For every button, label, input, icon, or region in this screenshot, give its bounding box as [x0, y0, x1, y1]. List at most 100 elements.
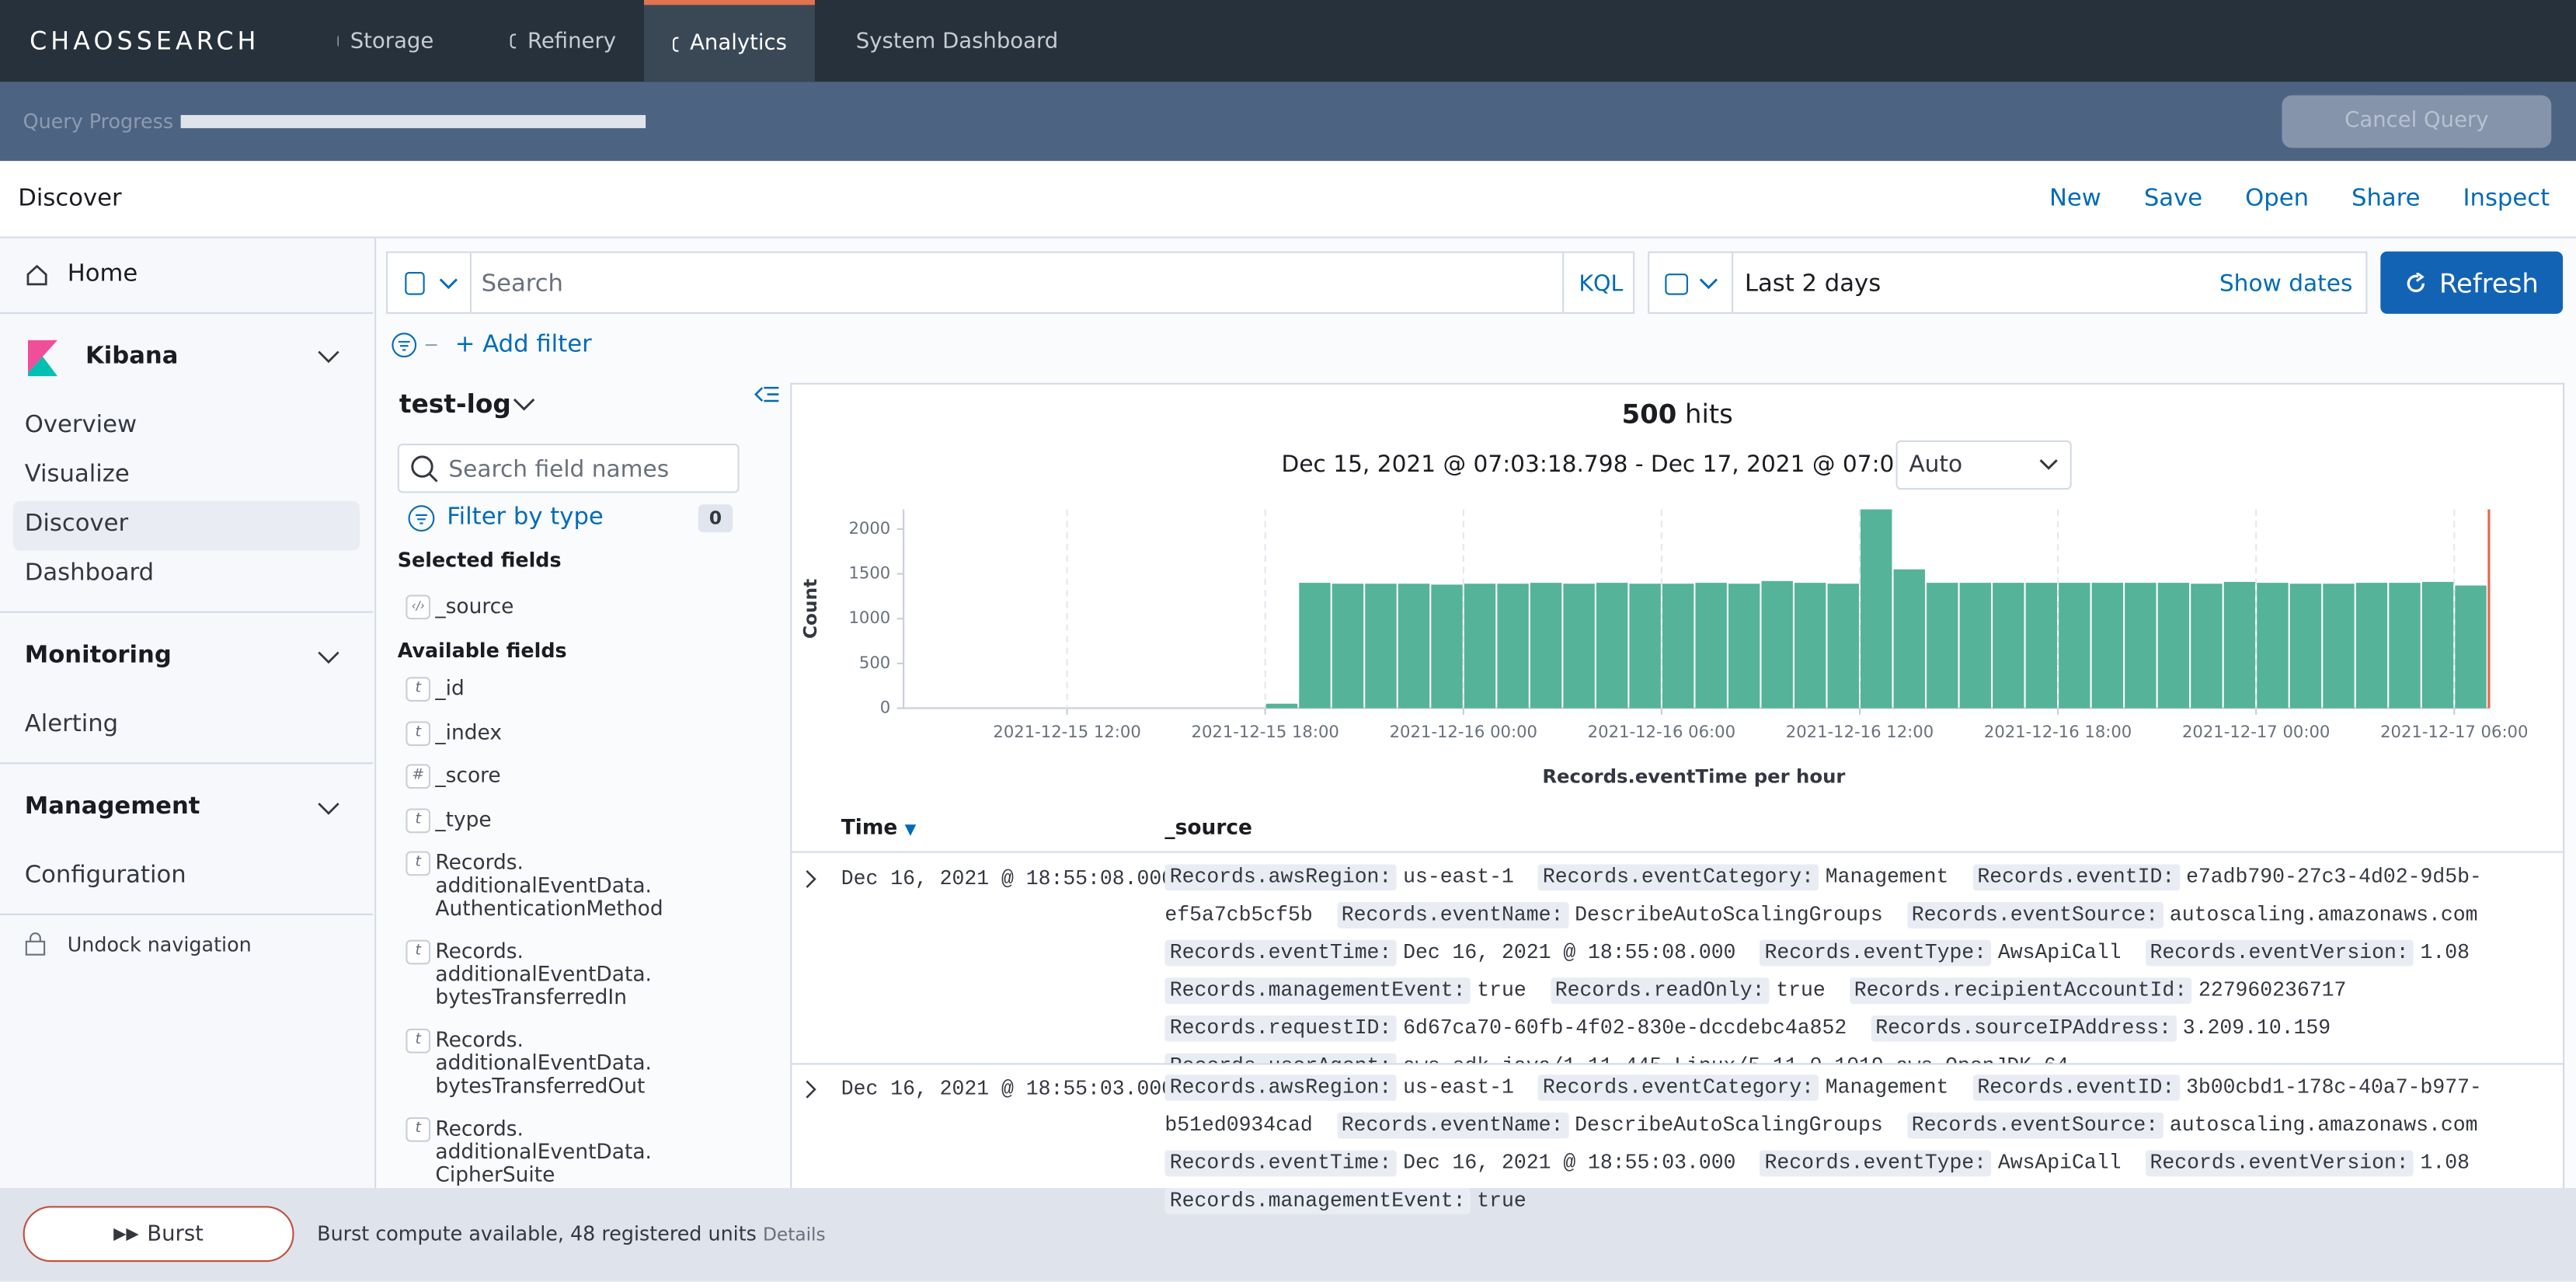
saved-query-icon[interactable]: [404, 271, 460, 298]
nav-tab[interactable]: System Dashboard: [816, 0, 1076, 82]
filter-type-icon: [408, 505, 435, 532]
field-name[interactable]: Records.: [435, 938, 524, 963]
row-source: Records.awsRegion: us-east-1 Records.even…: [1164, 859, 2553, 1064]
filter-icon[interactable]: [391, 332, 440, 358]
field-name[interactable]: Records.: [435, 849, 524, 875]
field-type-icon: t: [406, 720, 431, 746]
nav-link[interactable]: Dashboard: [24, 560, 155, 587]
burst-button[interactable]: ▶▶ Burst: [23, 1206, 294, 1263]
show-dates[interactable]: Show dates: [2219, 270, 2353, 298]
nav-management[interactable]: Management: [24, 793, 200, 820]
field-type-icon: t: [406, 1117, 431, 1142]
nav-kibana[interactable]: Kibana: [85, 343, 179, 370]
field-name[interactable]: additionalEventData.: [435, 872, 652, 897]
home-icon: [26, 264, 47, 286]
index-pattern[interactable]: test-log: [399, 389, 511, 420]
selected-fields-title: Selected fields: [397, 549, 562, 572]
header-action[interactable]: Share: [2351, 185, 2421, 212]
field-value: 1.08: [2420, 1151, 2470, 1176]
nav-tab-label: Analytics: [690, 31, 787, 56]
nav-undock[interactable]: Undock navigation: [67, 933, 252, 956]
field-key: Records.eventType:: [1760, 1150, 1992, 1177]
field-value: Management: [1825, 866, 1949, 890]
header-actions: New Save Open Share Inspect: [2049, 161, 2550, 236]
chevron: [318, 350, 339, 364]
nav-link[interactable]: Overview: [24, 412, 138, 439]
nav-link[interactable]: Configuration: [24, 862, 186, 890]
header-action[interactable]: Save: [2143, 185, 2203, 212]
field-type-icon: ‹/›: [406, 594, 431, 620]
nav-tab-label: System Dashboard: [855, 29, 1059, 54]
search-input[interactable]: Search: [481, 270, 564, 298]
header-action[interactable]: Open: [2245, 185, 2310, 212]
bar: [1265, 703, 1298, 709]
search-bar: Search KQL: [385, 251, 1635, 314]
field-name[interactable]: additionalEventData.: [435, 961, 652, 986]
field-name[interactable]: Records.: [435, 1115, 524, 1141]
nav-tab[interactable]: Storage: [309, 0, 462, 82]
filter-count: 0: [698, 504, 733, 533]
column-time[interactable]: Time ▼: [841, 813, 917, 839]
field-value: autoscaling.amazonaws.com: [2169, 1113, 2478, 1137]
brand[interactable]: CHAOSSEARCH: [30, 26, 260, 56]
field-search[interactable]: Search field names: [397, 443, 740, 493]
x-axis-label: Records.eventTime per hour: [1542, 765, 1845, 787]
field-type-icon: t: [406, 851, 431, 876]
refresh-button[interactable]: Refresh: [2380, 251, 2564, 314]
field-name[interactable]: _index: [435, 719, 502, 744]
field-key: Records.userAgent:: [1164, 1053, 1397, 1064]
nav-link[interactable]: Discover: [24, 510, 129, 538]
field-name[interactable]: AuthenticationMethod: [435, 895, 663, 921]
field-key: Records.eventSource:: [1906, 1112, 2163, 1139]
field-name[interactable]: additionalEventData.: [435, 1050, 652, 1075]
field-name[interactable]: _id: [435, 675, 465, 700]
field-value: e7adb790-27c3-4d02-9d5b-ef5a7cb5cf5b: [1164, 866, 2482, 927]
chevron: [318, 651, 339, 664]
bar: [2355, 583, 2388, 709]
field-key: Records.eventCategory:: [1537, 864, 1819, 891]
field-name[interactable]: _source: [435, 593, 514, 618]
field-name[interactable]: bytesTransferredIn: [435, 984, 627, 1009]
available-fields-title: Available fields: [397, 639, 567, 663]
kql-toggle[interactable]: KQL: [1579, 270, 1624, 298]
interval-select[interactable]: Auto: [1895, 440, 2072, 490]
calendar-icon[interactable]: [1664, 271, 1720, 298]
x-tick-label: 2021-12-15 18:00: [1192, 722, 1339, 741]
bar: [1794, 583, 1826, 709]
header-action[interactable]: Inspect: [2463, 185, 2550, 212]
field-value: 6d67ca70-60fb-4f02-830e-dccdebc4a852: [1403, 1017, 1847, 1040]
nav-monitoring[interactable]: Monitoring: [24, 642, 172, 669]
nav-link[interactable]: Alerting: [24, 711, 119, 738]
y-tick-label: 1000: [848, 608, 890, 627]
field-key: Records.eventSource:: [1906, 902, 2163, 928]
nav-tab[interactable]: Analytics: [644, 0, 815, 82]
field-key: Records.awsRegion:: [1164, 1075, 1397, 1101]
result-row[interactable]: Dec 16, 2021 @ 18:55:03.000 Records.awsRe…: [790, 1063, 2563, 1281]
x-tick-label: 2021-12-16 18:00: [1984, 722, 2132, 741]
header-action[interactable]: New: [2049, 185, 2101, 212]
add-filter[interactable]: + Add filter: [454, 332, 592, 359]
time-range[interactable]: Last 2 days: [1744, 270, 1882, 298]
field-value: us-east-1: [1403, 1076, 1514, 1099]
field-name[interactable]: bytesTransferredOut: [435, 1072, 646, 1098]
bar: [1332, 584, 1364, 709]
bar: [2323, 584, 2355, 709]
field-name[interactable]: Records.: [435, 1026, 524, 1052]
x-tick-label: 2021-12-16 00:00: [1390, 722, 1537, 741]
nav-home[interactable]: Home: [67, 261, 138, 288]
details-link[interactable]: Details: [762, 1224, 826, 1246]
nav-tab[interactable]: Refinery: [482, 0, 644, 82]
field-name[interactable]: additionalEventData.: [435, 1138, 652, 1164]
x-tick-label: 2021-12-16 06:00: [1588, 722, 1735, 741]
refresh-label: Refresh: [2439, 267, 2539, 298]
nav-link[interactable]: Visualize: [24, 462, 130, 489]
cancel-button[interactable]: Cancel Query: [2282, 95, 2552, 148]
field-value: DescribeAutoScalingGroups: [1575, 1113, 1883, 1137]
field-name[interactable]: _type: [435, 806, 492, 831]
filter-by-type[interactable]: Filter by type: [447, 504, 604, 531]
field-name[interactable]: _score: [435, 762, 501, 787]
page-title: Discover: [18, 185, 122, 212]
collapse-icon[interactable]: [754, 386, 781, 406]
result-row[interactable]: Dec 16, 2021 @ 18:55:08.000 Records.awsRe…: [790, 853, 2564, 1065]
field-name[interactable]: CipherSuite: [435, 1162, 555, 1186]
